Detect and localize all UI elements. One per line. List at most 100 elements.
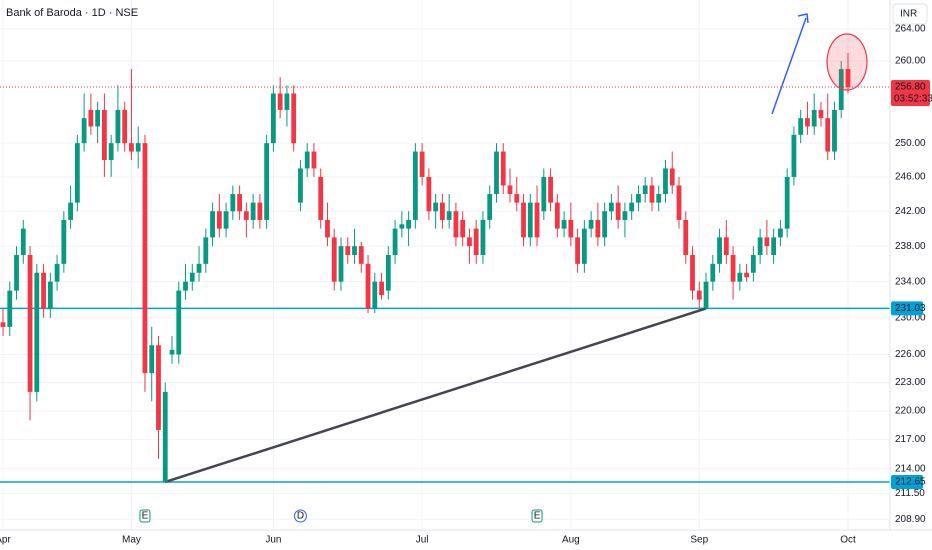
candle-body [595,219,601,238]
candle-body [541,176,547,212]
last-price-label: 256.80 [895,82,926,93]
candle-body [183,281,188,291]
annotation-arrow-head [797,13,809,24]
chart-title: Bank of Baroda · 1D · NSE [6,7,138,19]
candle-body [41,272,46,309]
y-tick-label: 226.00 [895,349,926,360]
candle-body [250,202,256,220]
candle-body [757,237,763,255]
candle-body [825,118,831,152]
candle-body [696,290,702,300]
candle-body [95,109,101,127]
level-label-box [891,474,923,489]
candle-body [818,109,824,119]
candle-body [426,176,432,212]
y-tick-label: 260.00 [895,56,926,67]
candle-body [156,345,161,430]
candle-body [122,109,128,144]
candle-body [811,109,817,127]
candle-body [135,143,141,152]
candle-body [189,272,195,282]
event-marker[interactable] [293,509,307,523]
y-tick-label: 264.00 [895,24,926,35]
candle-body [750,254,756,273]
trendline [164,307,707,484]
candle-body [419,151,425,177]
candle-body [216,211,222,229]
candle-body [703,281,709,309]
candle-body [331,237,337,282]
candle-body [129,143,134,152]
candle-body [710,263,716,282]
candle-body [433,202,439,212]
candle-body [102,109,107,160]
candle-body [663,168,668,195]
candle-body [325,219,330,238]
y-tick-label: 217.00 [895,434,926,445]
event-marker[interactable] [139,509,151,523]
candle-body [372,281,378,309]
candle-body [778,228,783,238]
y-tick-label: 242.00 [895,206,926,217]
candle-body [271,93,276,144]
candle-body [108,143,114,160]
candle-body [629,202,635,212]
candle-body [805,118,810,127]
y-tick-label: 220.00 [895,405,926,416]
y-tick-label: 223.00 [895,377,926,388]
y-tick-label: 238.00 [895,241,926,252]
candle-body [500,151,506,186]
y-tick-label: 230.00 [895,312,926,323]
candle-body [196,263,202,273]
y-tick-label: 234.00 [895,276,926,287]
candle-body [210,211,215,238]
candle-body [61,219,67,264]
candle-body [162,391,168,482]
candle-body [723,237,729,255]
countdown: 03:52:33 [894,94,932,105]
candle-body [257,202,263,220]
candle-body [602,211,608,238]
event-marker[interactable] [531,509,543,523]
x-tick-label: Sep [690,535,708,546]
x-tick-label: Jun [265,535,281,546]
candle-body [176,290,182,355]
candle-body [832,109,837,152]
candle-body [392,228,398,255]
candle-body [34,272,40,392]
candle-body [27,254,33,392]
grid [0,0,890,530]
candle-body [656,194,662,203]
candle-body [690,254,695,291]
x-tick-label: Apr [0,535,11,546]
candle-body [480,219,486,255]
currency: INR [900,9,917,20]
candle-body [68,202,73,220]
candle-body [669,168,675,186]
candle-body [527,202,533,238]
candle-body [446,211,452,220]
level-label: 212.65 [895,477,926,488]
candle-body [358,246,364,264]
x-tick-label: Oct [840,535,856,546]
y-tick-label: 214.00 [895,463,926,474]
candle-body [243,211,249,220]
candle-body [54,263,60,282]
y-tick-label: 211.50 [895,488,925,499]
candle-body [399,224,405,229]
candle-body [284,93,290,110]
currency-box[interactable] [892,3,928,25]
candle-body [764,237,770,247]
candle-body [609,202,614,212]
candle-body [385,254,391,291]
candle-body [771,237,777,255]
candle-body [440,202,445,220]
candle-body [642,185,648,195]
x-tick-label: Aug [562,535,580,546]
candle-body [676,185,682,220]
candle-body [507,185,513,195]
candle-body [615,202,621,220]
candle-body [514,194,520,203]
candle-body [467,237,472,247]
candle-body [338,246,344,282]
